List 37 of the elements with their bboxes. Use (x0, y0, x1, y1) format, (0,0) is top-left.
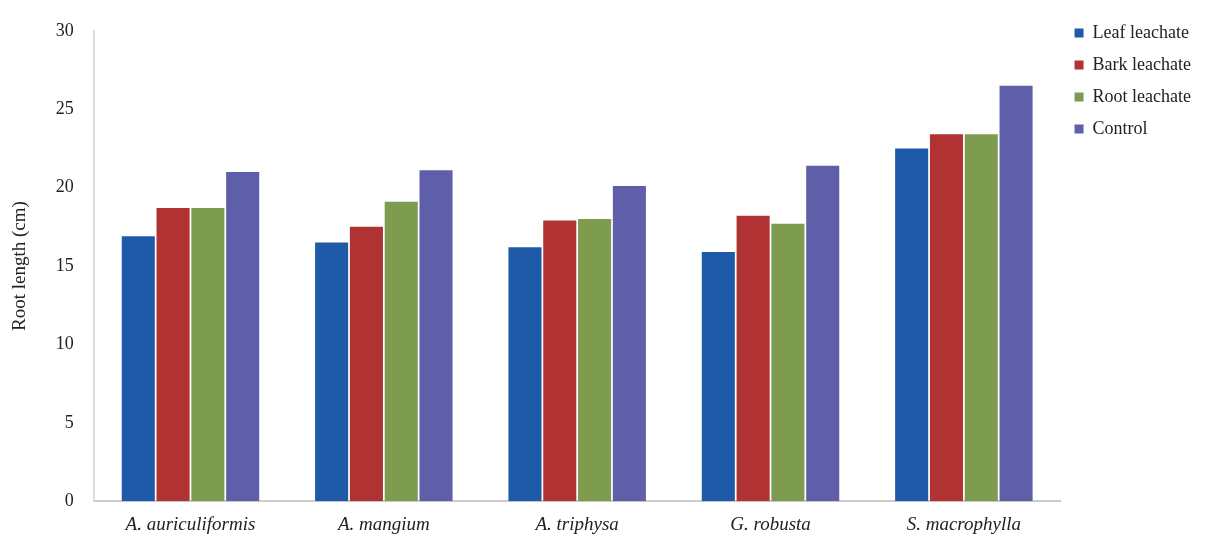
y-tick-label: 10 (55, 333, 74, 354)
bar (191, 207, 225, 502)
legend-label: Leaf leachate (1092, 21, 1189, 42)
bar (895, 148, 929, 502)
y-tick-label: 25 (55, 97, 74, 118)
bar (701, 251, 735, 502)
bar (419, 170, 453, 502)
y-tick-label: 30 (55, 19, 74, 40)
legend-label: Control (1092, 117, 1148, 138)
bar (226, 171, 260, 502)
bar (736, 215, 770, 502)
bar (315, 242, 349, 502)
bar (999, 85, 1033, 502)
y-tick-label: 5 (64, 411, 74, 432)
y-axis-title: Root length (cm) (8, 201, 31, 331)
x-tick-label: A. triphysa (533, 512, 619, 534)
bar (806, 165, 840, 502)
y-tick-label: 15 (55, 254, 74, 275)
y-tick-label: 20 (55, 176, 74, 197)
bar (384, 201, 418, 502)
bar (156, 207, 190, 502)
bar (508, 247, 542, 502)
bar (964, 134, 998, 502)
legend-label: Root leachate (1092, 85, 1192, 106)
legend-label: Bark leachate (1092, 53, 1191, 74)
x-tick-label: S. macrophylla (906, 512, 1022, 534)
x-tick-label: A. mangium (335, 512, 430, 534)
x-tick-label: A. auriculiformis (123, 512, 256, 534)
bar (929, 134, 963, 502)
x-tick-label: G. robusta (730, 512, 811, 534)
bar (612, 186, 646, 502)
y-tick-label: 0 (64, 489, 74, 510)
bar (543, 220, 577, 502)
bar (349, 226, 383, 502)
bar (578, 218, 612, 502)
bar (771, 223, 805, 502)
bar (121, 236, 155, 502)
